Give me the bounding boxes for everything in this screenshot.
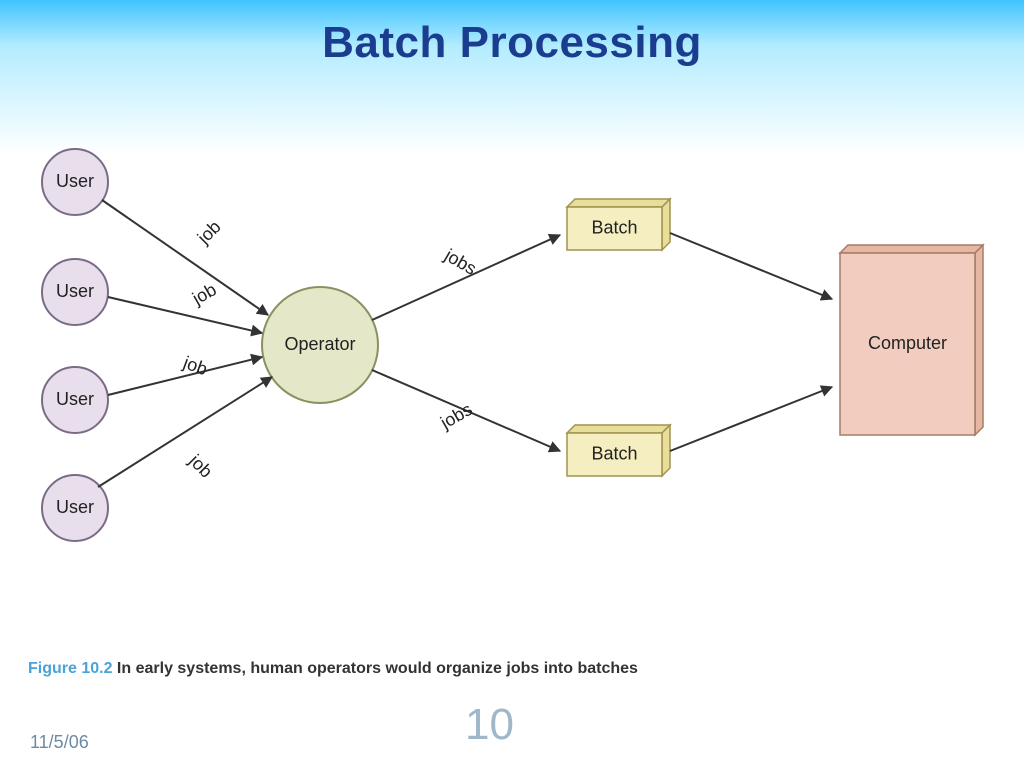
figure-number: Figure 10.2 xyxy=(28,660,112,677)
svg-text:User: User xyxy=(56,497,94,517)
svg-text:job: job xyxy=(193,217,225,249)
figure-caption: Figure 10.2 In early systems, human oper… xyxy=(28,660,638,678)
slide: Batch Processing User User User User Operato… xyxy=(0,0,1024,770)
svg-text:User: User xyxy=(56,281,94,301)
svg-text:jobs: jobs xyxy=(436,399,475,433)
figure-caption-text: In early systems, human operators would … xyxy=(112,660,637,677)
svg-text:Batch: Batch xyxy=(591,217,637,237)
svg-text:Computer: Computer xyxy=(868,333,947,353)
slide-title: Batch Processing xyxy=(0,18,1024,68)
svg-text:User: User xyxy=(56,389,94,409)
batch-processing-diagram: User User User User Operator Batch Batch Comput… xyxy=(20,135,1000,640)
svg-text:Operator: Operator xyxy=(284,334,355,354)
svg-text:job: job xyxy=(188,279,220,309)
svg-text:Batch: Batch xyxy=(591,443,637,463)
svg-text:job: job xyxy=(185,450,217,482)
svg-text:User: User xyxy=(56,171,94,191)
page-number: 10 xyxy=(465,700,514,750)
footer-date: 11/5/06 xyxy=(30,732,89,753)
